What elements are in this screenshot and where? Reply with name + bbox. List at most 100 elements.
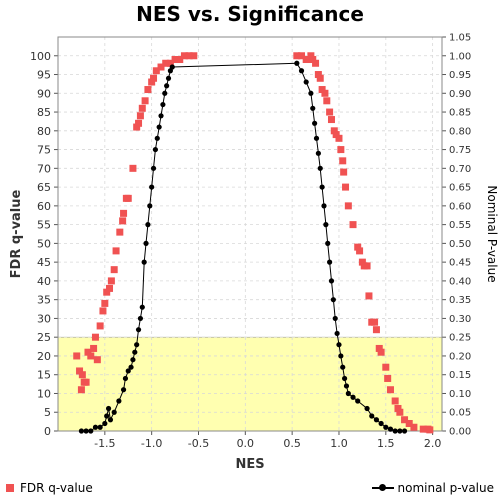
pvalue-point: [134, 342, 140, 348]
fdr-point: [410, 423, 418, 431]
pvalue-point: [392, 428, 398, 434]
pvalue-point: [401, 428, 408, 434]
pvalue-point: [313, 135, 320, 141]
x-axis-label: NES: [235, 457, 264, 472]
y-tick-label: 5: [44, 406, 51, 419]
fdr-point: [426, 426, 434, 434]
pvalue-point: [338, 353, 344, 359]
pvalue-point: [327, 259, 333, 265]
fdr-point: [103, 288, 111, 296]
y2-tick-label: 0.00: [449, 427, 471, 438]
y2-tick-label: 0.25: [449, 333, 471, 344]
pvalue-point: [341, 375, 348, 382]
fdr-point: [335, 134, 343, 142]
pvalue-point: [156, 124, 162, 130]
y-tick-label: 50: [37, 237, 51, 250]
fdr-point: [136, 112, 144, 120]
pvalue-point: [330, 297, 336, 303]
pvalue-point: [154, 135, 160, 141]
fdr-point: [391, 397, 399, 405]
fdr-point: [77, 386, 85, 394]
y2-tick-labels: 0.00 0.05 0.10 0.15 0.20 0.25 0.30 0.35 0.40 0.45…: [449, 33, 471, 438]
fdr-point: [133, 123, 141, 131]
x-tick-label: 0.0: [237, 437, 255, 450]
fdr-point: [349, 221, 357, 229]
pvalue-point: [104, 413, 110, 419]
pvalue-series: [78, 60, 408, 434]
pvalue-point: [116, 398, 122, 404]
fdr-point: [84, 348, 92, 356]
y2-tick-label: 0.10: [449, 389, 471, 400]
y2-tick-label: 1.05: [449, 33, 471, 44]
pvalue-point: [111, 409, 117, 415]
legend-pvalue-label: nominal p-value: [397, 481, 494, 495]
fdr-point: [166, 59, 174, 67]
pvalue-point: [343, 383, 350, 389]
y2-tick-label: 0.60: [449, 201, 471, 212]
fdr-point: [144, 86, 152, 94]
fdr-point: [106, 284, 114, 292]
fdr-point: [326, 108, 334, 116]
fdr-point: [107, 277, 115, 285]
pvalue-point: [294, 60, 300, 66]
y-tick-label: 35: [37, 294, 51, 307]
fdr-point: [76, 367, 84, 375]
pvalue-point: [350, 394, 356, 400]
fdr-point: [138, 104, 146, 112]
pvalue-point: [332, 315, 338, 322]
y-tick-label: 65: [37, 181, 51, 194]
fdr-point: [293, 52, 301, 60]
fdr-point: [91, 333, 99, 341]
legend-fdr-label: FDR q-value: [20, 481, 93, 495]
pvalue-point: [105, 405, 112, 412]
y-tick-label: 75: [37, 144, 51, 157]
fdr-point: [141, 97, 149, 105]
pvalue-point: [397, 428, 403, 434]
y-tick-label: 60: [37, 200, 51, 213]
pvalue-point: [130, 357, 136, 363]
fdr-point: [73, 352, 81, 360]
pvalue-point: [378, 420, 384, 427]
y2-tick-label: 0.20: [449, 351, 471, 362]
pvalue-point: [78, 428, 85, 434]
fdr-point: [318, 86, 326, 94]
fdr-point: [298, 52, 306, 60]
pvalue-point: [328, 278, 335, 284]
fdr-point: [405, 419, 413, 427]
pvalue-point: [303, 79, 309, 85]
pvalue-point: [387, 426, 394, 432]
pvalue-point: [319, 184, 325, 190]
y-tick-label: 70: [37, 162, 51, 175]
pvalue-point: [321, 203, 327, 209]
fdr-point: [377, 348, 385, 356]
fdr-point: [321, 89, 329, 97]
y2-tick-label: 0.75: [449, 145, 471, 156]
fdr-point: [365, 292, 373, 300]
pvalue-point: [317, 165, 323, 171]
fdr-point: [309, 56, 317, 64]
pvalue-point: [312, 120, 318, 126]
pvalue-point: [139, 304, 145, 310]
pvalue-point: [383, 424, 389, 430]
fdr-point: [401, 416, 409, 424]
y2-tick-label: 0.15: [449, 370, 471, 381]
fdr-point: [148, 78, 156, 86]
pvalue-point: [125, 368, 131, 374]
pvalue-point: [88, 428, 94, 434]
x-tick-label: 1.0: [330, 437, 348, 450]
pvalue-point: [160, 101, 166, 108]
x-tick-label: -1.5: [94, 437, 115, 450]
fdr-point: [396, 408, 404, 416]
fdr-point: [190, 52, 198, 60]
y2-tick-label: 0.85: [449, 108, 471, 119]
pvalue-point: [169, 64, 175, 70]
fdr-point: [176, 56, 184, 64]
y2-tick-label: 0.65: [449, 183, 471, 194]
pvalue-point: [355, 398, 361, 404]
pvalue-point: [310, 105, 316, 111]
fdr-point: [87, 352, 95, 360]
pvalue-point: [147, 203, 153, 209]
grid-lines: [58, 37, 442, 432]
fdr-point: [394, 404, 402, 412]
y-tick-label: 30: [37, 312, 51, 325]
